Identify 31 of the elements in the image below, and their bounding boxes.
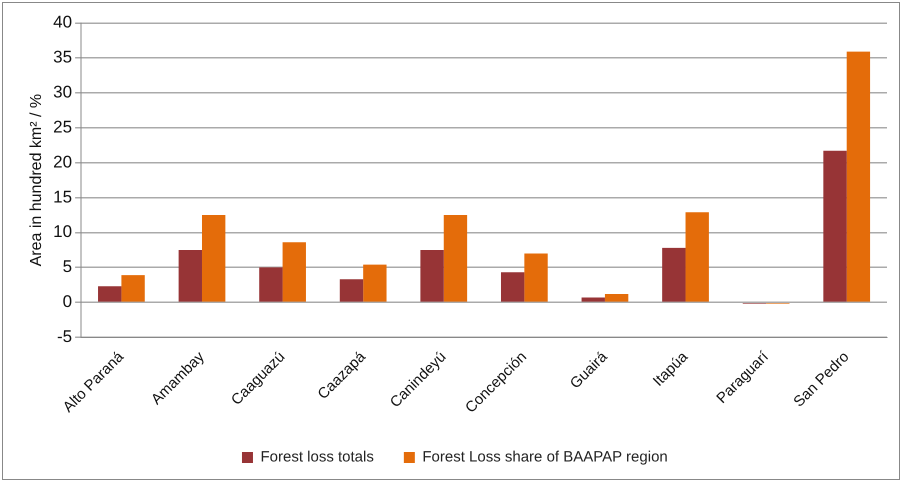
bar [524, 253, 548, 302]
bar [604, 294, 628, 302]
bar [178, 250, 202, 302]
bar [823, 150, 847, 302]
bar [686, 212, 709, 302]
bar [363, 264, 387, 302]
y-tick-label: 5 [62, 257, 72, 276]
y-tick-label: -5 [56, 326, 72, 346]
legend-label: Forest loss totals [260, 448, 374, 466]
y-tick-label: 30 [53, 82, 72, 102]
y-tick-label: 25 [53, 117, 72, 136]
y-tick-label: 35 [53, 48, 72, 67]
y-tick-label: 10 [53, 222, 72, 242]
bar [259, 267, 283, 302]
bar [846, 52, 870, 302]
y-tick-label: 15 [53, 187, 72, 206]
y-tick-label: 20 [53, 152, 72, 172]
bar [420, 250, 444, 302]
y-tick-label: 0 [62, 292, 72, 312]
bar [98, 286, 122, 302]
bar [444, 215, 468, 302]
bar [121, 275, 145, 302]
legend-label: Forest Loss share of BAAPAP region [422, 448, 668, 466]
bar [340, 279, 364, 302]
bar [500, 272, 524, 302]
bar [662, 248, 686, 302]
bar [282, 242, 306, 302]
y-tick-label: 40 [53, 12, 72, 32]
bar [582, 297, 605, 302]
bar [202, 215, 226, 302]
y-axis-title: Area in hundred km² / % [28, 94, 46, 266]
